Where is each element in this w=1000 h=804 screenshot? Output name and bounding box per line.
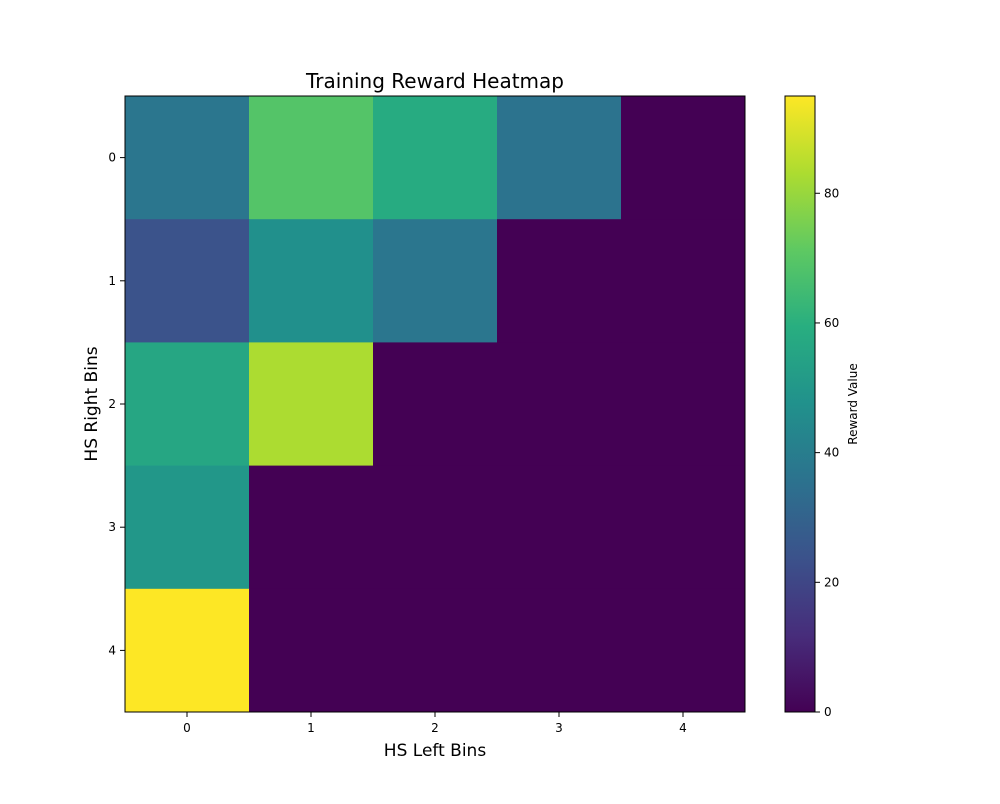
heatmap-cell-r3-c2 xyxy=(373,465,498,590)
heatmap-cell-r0-c4 xyxy=(621,96,746,220)
heatmap-cell-r4-c1 xyxy=(249,588,374,713)
heatmap-cell-r1-c3 xyxy=(497,219,622,343)
heatmap-cell-r3-c3 xyxy=(497,465,622,590)
heatmap-cell-r2-c4 xyxy=(621,342,746,467)
x-tick-label: 1 xyxy=(307,721,315,735)
heatmap-cell-r4-c3 xyxy=(497,588,622,713)
x-axis-title: HS Left Bins xyxy=(384,741,487,761)
colorbar-tick-label: 80 xyxy=(824,186,839,200)
heatmap-cell-r4-c2 xyxy=(373,588,498,713)
heatmap-cell-r1-c0 xyxy=(125,219,250,343)
heatmap-cell-r4-c4 xyxy=(621,588,746,713)
heatmap-cell-r0-c0 xyxy=(125,96,250,220)
heatmap-cell-r0-c2 xyxy=(373,96,498,220)
colorbar-tick-label: 40 xyxy=(824,446,839,460)
colorbar xyxy=(784,95,816,713)
y-axis-title: HS Right Bins xyxy=(82,346,102,461)
heatmap-cell-r4-c0 xyxy=(125,588,250,713)
heatmap-cell-r3-c1 xyxy=(249,465,374,590)
heatmap-cell-r1-c1 xyxy=(249,219,374,343)
heatmap-cell-r2-c0 xyxy=(125,342,250,467)
x-tick-label: 0 xyxy=(183,721,191,735)
x-axis-ticks: 0 1 2 3 4 xyxy=(183,712,687,735)
y-tick-label: 4 xyxy=(108,643,116,657)
x-tick-label: 2 xyxy=(431,721,439,735)
y-tick-label: 0 xyxy=(108,151,116,165)
heatmap-cell-r1-c4 xyxy=(621,219,746,343)
y-axis-ticks: 0 1 2 3 4 xyxy=(108,151,125,657)
heatmap-cell-r3-c4 xyxy=(621,465,746,590)
colorbar-tick-label: 20 xyxy=(824,575,839,589)
colorbar-label: Reward Value xyxy=(846,363,860,444)
heatmap-cell-r3-c0 xyxy=(125,465,250,590)
heatmap-cell-r0-c3 xyxy=(497,96,622,220)
heatmap-cell-r2-c2 xyxy=(373,342,498,467)
heatmap-cell-r2-c3 xyxy=(497,342,622,467)
x-tick-label: 4 xyxy=(679,721,687,735)
y-tick-label: 2 xyxy=(108,397,116,411)
y-tick-label: 3 xyxy=(108,520,116,534)
colorbar-ticks: 0 20 40 60 80 xyxy=(815,186,839,719)
heatmap-cell-r2-c1 xyxy=(249,342,374,467)
x-tick-label: 3 xyxy=(555,721,563,735)
chart-title: Training Reward Heatmap xyxy=(305,69,564,93)
y-tick-label: 1 xyxy=(108,274,116,288)
heatmap-cell-r0-c1 xyxy=(249,96,374,220)
colorbar-tick-label: 0 xyxy=(824,705,832,719)
colorbar-tick-label: 60 xyxy=(824,316,839,330)
heatmap-cell-r1-c2 xyxy=(373,219,498,343)
heatmap-cells xyxy=(125,96,746,713)
